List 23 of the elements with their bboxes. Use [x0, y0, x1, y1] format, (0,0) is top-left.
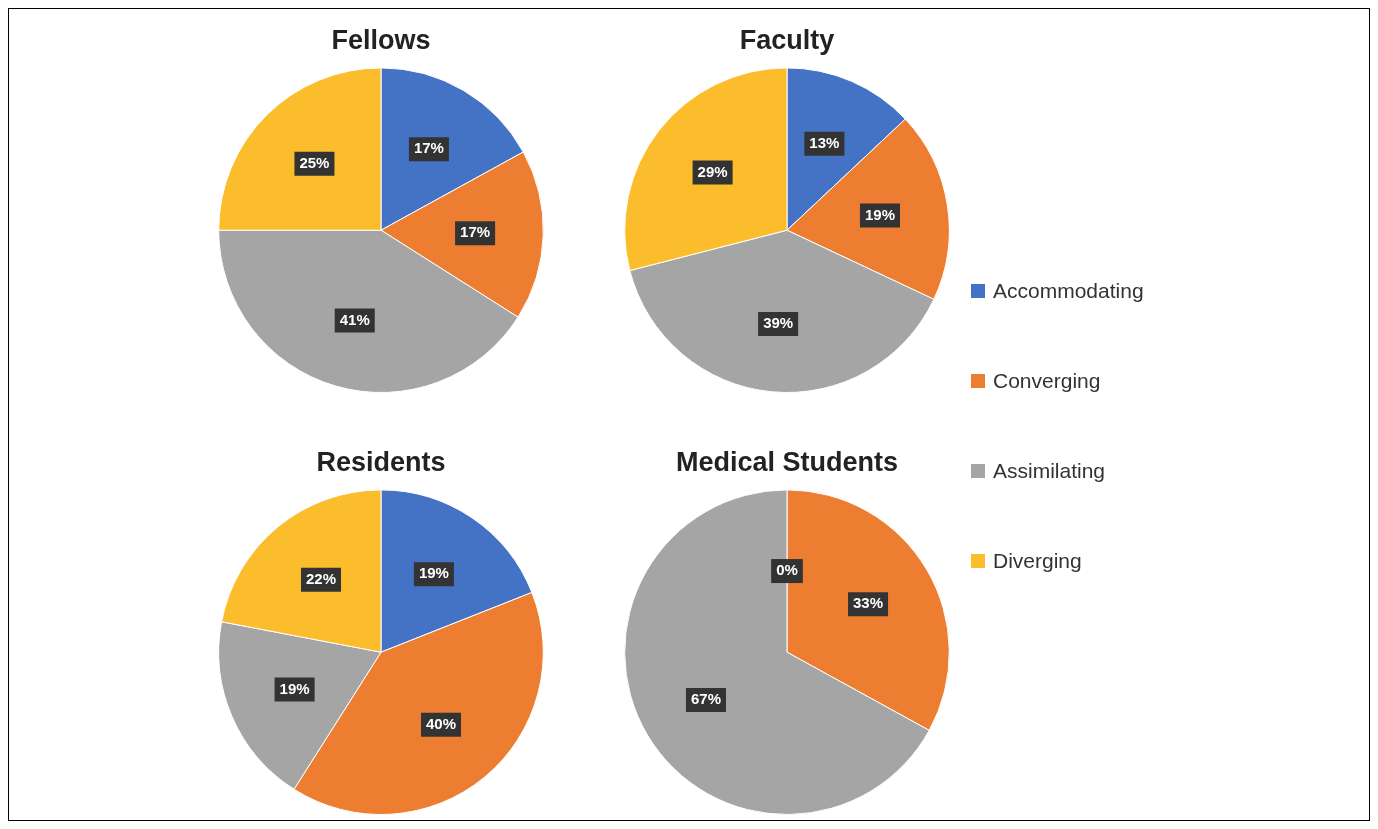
data-label: 19% — [864, 205, 895, 223]
data-label: 22% — [305, 569, 337, 587]
legend-label: Accommodating — [993, 279, 1144, 303]
data-label: 19% — [418, 564, 449, 582]
data-label: 41% — [339, 310, 370, 328]
chart-title: Fellows — [331, 24, 431, 55]
data-label: 67% — [690, 690, 721, 708]
legend-label: Assimilating — [993, 459, 1106, 483]
data-label: 29% — [697, 162, 728, 180]
data-label: 19% — [279, 679, 310, 697]
text: 0% — [776, 561, 798, 579]
data-label: 33% — [853, 594, 884, 612]
legend-label: Diverging — [993, 549, 1082, 573]
data-label: 17% — [460, 223, 491, 241]
chart-title: Medical Students — [675, 446, 899, 477]
chart-title: Faculty — [739, 24, 835, 55]
data-label: 17% — [413, 139, 444, 157]
legend-label: Converging — [993, 369, 1101, 393]
chart-title: Residents — [316, 446, 446, 477]
data-label: 13% — [809, 133, 840, 151]
data-label: 39% — [763, 314, 794, 332]
data-label: 40% — [425, 714, 457, 732]
data-label: 25% — [299, 153, 330, 171]
